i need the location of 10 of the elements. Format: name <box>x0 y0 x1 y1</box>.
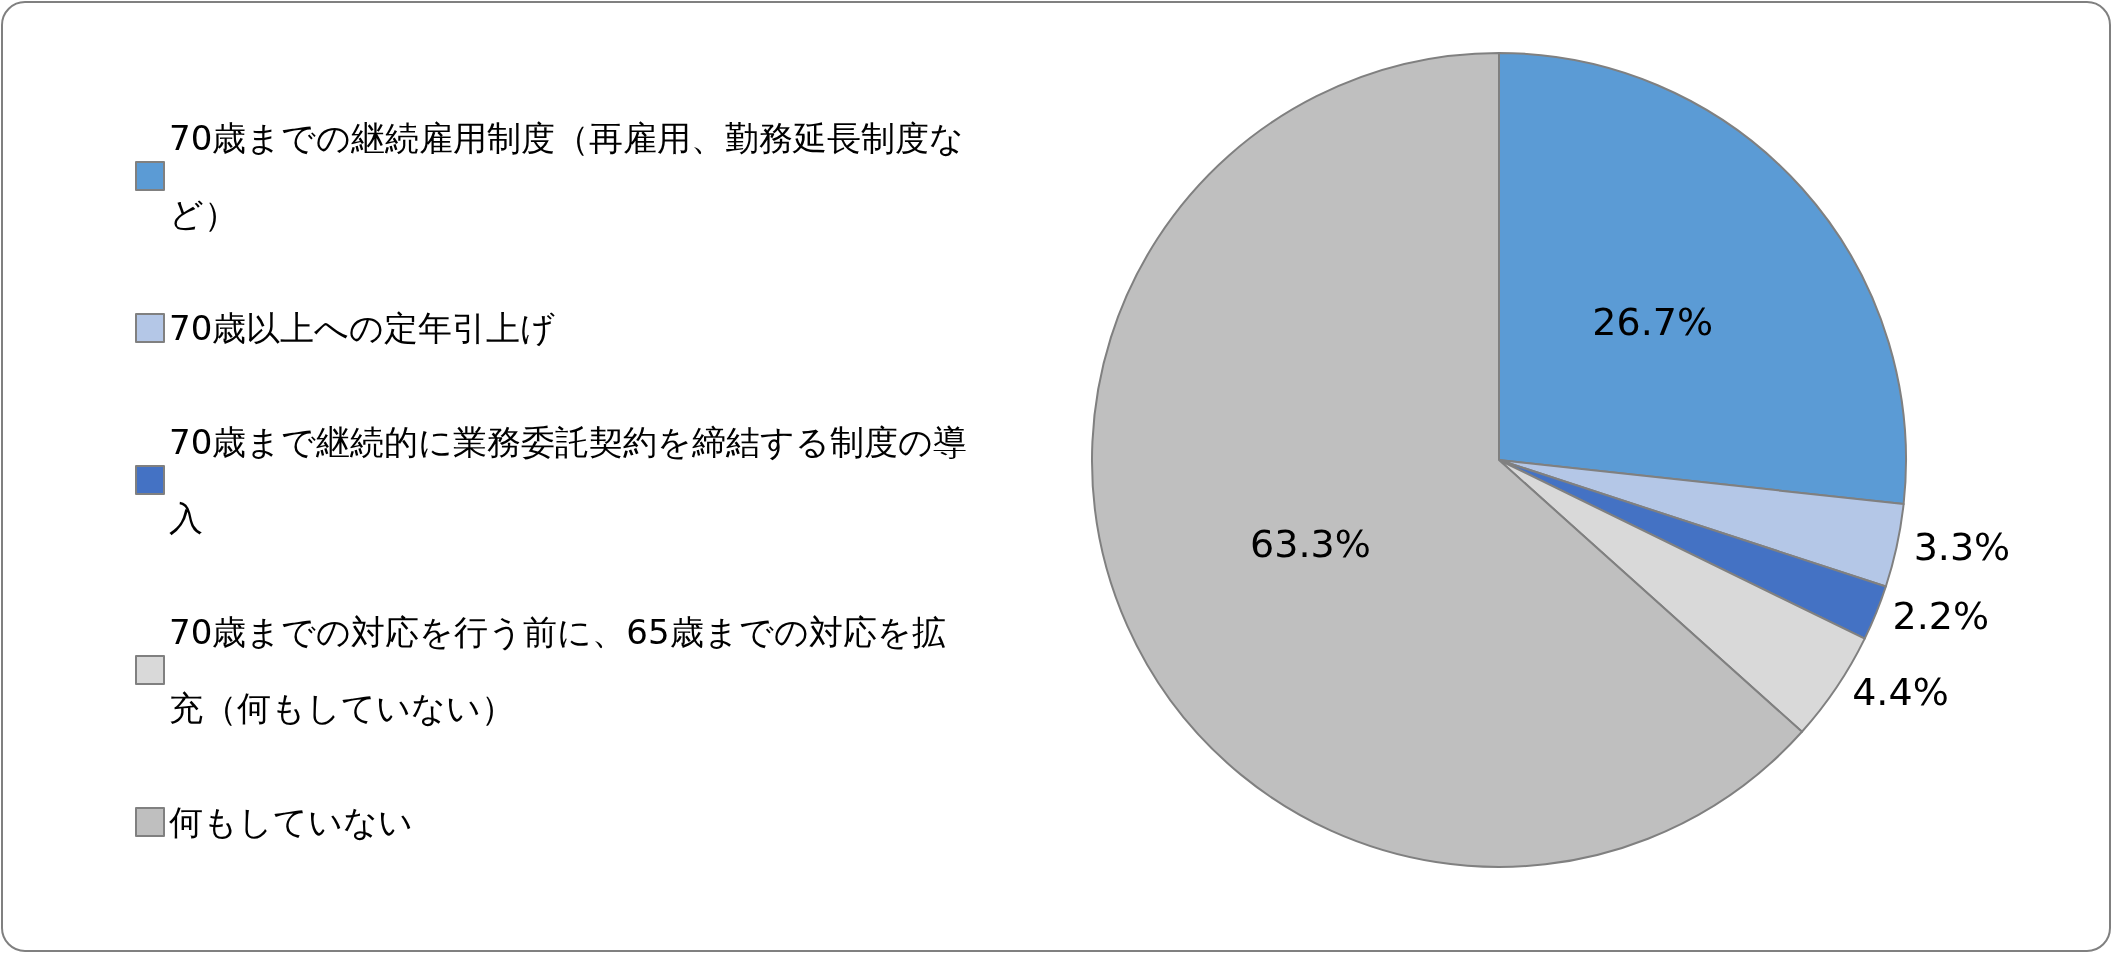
legend-label: 70歳までの対応を行う前に、65歳までの対応を拡充（何もしていない） <box>169 612 946 728</box>
data-label: 4.4% <box>1852 669 1949 714</box>
legend-label: 70歳まで継続的に業務委託契約を締結する制度の導入 <box>169 422 968 538</box>
data-label: 3.3% <box>1913 525 2011 570</box>
legend-label: 70歳以上への定年引上げ <box>169 308 556 348</box>
data-label: 26.7% <box>1592 300 1714 345</box>
data-label: 63.3% <box>1250 522 1371 567</box>
data-label: 2.2% <box>1892 593 1990 638</box>
legend-label: 70歳までの継続雇用制度（再雇用、勤務延長制度など） <box>169 118 965 234</box>
legend-label: 何もしていない <box>169 802 413 842</box>
